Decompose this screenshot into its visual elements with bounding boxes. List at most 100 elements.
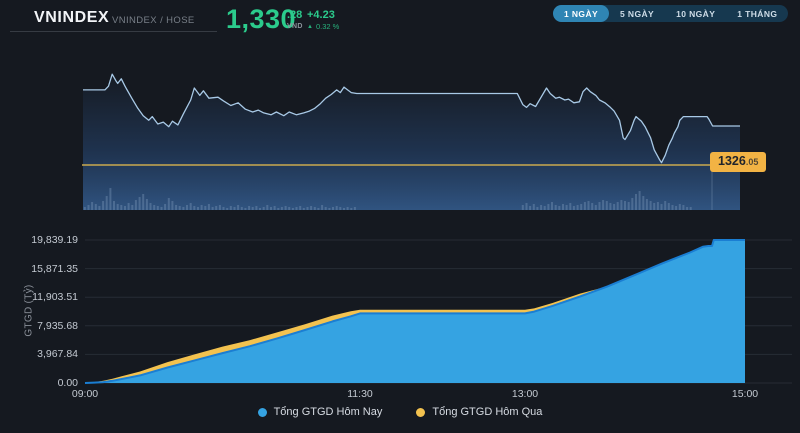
- volume-bar: [302, 208, 305, 210]
- volume-bar: [306, 207, 309, 210]
- volume-bar: [569, 203, 572, 210]
- volume-bar: [558, 206, 561, 210]
- volume-bar: [153, 205, 156, 210]
- tab-5-ngay[interactable]: 5 NGÀY: [620, 8, 655, 19]
- tab-1-ngay[interactable]: 1 NGÀY: [553, 5, 610, 22]
- volume-bar: [635, 194, 637, 210]
- volume-bar: [605, 201, 608, 210]
- volume-bar: [525, 203, 528, 210]
- legend-label-yesterday: Tổng GTGD Hôm Qua: [432, 406, 543, 418]
- volume-bar: [675, 206, 678, 210]
- x-tick-label: 11:30: [347, 388, 373, 400]
- value-area-chart[interactable]: [84, 239, 792, 384]
- volume-bar: [251, 207, 254, 210]
- timeframe-tabs: 1 NGÀY 5 NGÀY 10 NGÀY 1 THÁNG: [553, 5, 789, 22]
- symbol-exchange-label: VNINDEX / HOSE: [112, 15, 195, 26]
- volume-bar: [624, 201, 626, 210]
- volume-bar: [686, 207, 689, 210]
- price-value: 1,330: [226, 4, 297, 34]
- volume-bar: [536, 207, 539, 210]
- y-tick-label: 7,935.68: [37, 320, 78, 332]
- volume-bar: [689, 207, 692, 210]
- volume-bar: [562, 204, 564, 210]
- currency-label: VND: [287, 23, 303, 30]
- volume-bar: [211, 207, 214, 210]
- volume-bar: [131, 205, 134, 210]
- volume-bar: [350, 208, 353, 210]
- volume-bar: [638, 191, 641, 210]
- volume-bar: [317, 208, 320, 210]
- volume-bar: [332, 207, 334, 210]
- volume-bar: [113, 201, 115, 210]
- y-tick-label: 11,903.51: [32, 291, 78, 303]
- y-tick-label: 3,967.84: [37, 348, 78, 360]
- volume-bar: [244, 208, 247, 210]
- page-title: VNINDEX: [34, 9, 110, 26]
- volume-bar: [186, 205, 188, 210]
- today-area: [85, 240, 745, 383]
- price-chart[interactable]: [82, 73, 740, 210]
- volume-bar: [207, 204, 210, 210]
- header-divider: [10, 31, 217, 32]
- price-change: +4.23: [307, 9, 335, 21]
- yesterday-legend-dot-icon: [416, 407, 426, 417]
- volume-bar: [248, 206, 251, 210]
- volume-bar: [284, 206, 287, 210]
- volume-bar: [226, 208, 229, 210]
- volume-bar: [109, 188, 112, 210]
- legend-item-yesterday[interactable]: Tổng GTGD Hôm Qua: [416, 406, 542, 418]
- y-tick-label: 15,871.35: [31, 263, 78, 275]
- price-change-percent: ▲ 0.32 %: [307, 22, 339, 31]
- volume-bar: [204, 206, 207, 210]
- volume-bar: [83, 207, 86, 210]
- volume-bar: [616, 202, 619, 210]
- tab-1-thang[interactable]: 1 THÁNG: [737, 8, 778, 19]
- today-line: [84, 239, 745, 384]
- today-legend-dot-icon: [257, 407, 267, 417]
- volume-bar: [594, 205, 597, 210]
- volume-bar: [532, 204, 535, 210]
- volume-bar: [120, 205, 123, 210]
- tab-10-ngay[interactable]: 10 NGÀY: [676, 8, 716, 19]
- volume-bar: [554, 205, 557, 210]
- volume-bar: [105, 196, 108, 210]
- volume-bar: [609, 203, 612, 210]
- volume-bar: [167, 198, 170, 210]
- volume-bar: [572, 206, 575, 210]
- volume-bar: [346, 207, 349, 210]
- volume-bar: [237, 205, 240, 210]
- volume-bar: [134, 200, 137, 210]
- volume-bar: [164, 204, 167, 210]
- volume-bar: [262, 207, 265, 210]
- volume-bar: [540, 205, 543, 210]
- x-tick-label: 13:00: [511, 388, 539, 400]
- volume-bar: [156, 206, 159, 210]
- volume-bar: [649, 201, 652, 210]
- volume-bar: [102, 201, 105, 210]
- volume-bar: [598, 202, 601, 210]
- chart-legend: Tổng GTGD Hôm Nay Tổng GTGD Hôm Qua: [0, 406, 800, 418]
- volume-bar: [215, 206, 218, 210]
- volume-bar: [529, 206, 532, 210]
- legend-label-today: Tổng GTGD Hôm Nay: [273, 406, 383, 418]
- volume-bar: [667, 203, 670, 210]
- volume-bar: [222, 207, 225, 210]
- reference-price-label: 1326.05: [710, 152, 767, 172]
- volume-bar: [94, 204, 97, 210]
- volume-bar: [353, 207, 356, 210]
- volume-bar: [182, 207, 185, 210]
- legend-item-today[interactable]: Tổng GTGD Hôm Nay: [257, 406, 383, 418]
- volume-bar: [313, 207, 316, 210]
- volume-bar: [270, 207, 272, 210]
- volume-bar: [631, 198, 634, 210]
- volume-bar: [339, 207, 342, 210]
- x-tick-label: 15:00: [731, 388, 759, 400]
- volume-bar: [521, 205, 524, 210]
- volume-bar: [138, 197, 141, 210]
- volume-bar: [160, 207, 163, 210]
- up-arrow-icon: ▲: [307, 23, 313, 30]
- volume-bar: [671, 205, 674, 210]
- volume-bar: [291, 208, 294, 210]
- volume-bar: [335, 206, 338, 210]
